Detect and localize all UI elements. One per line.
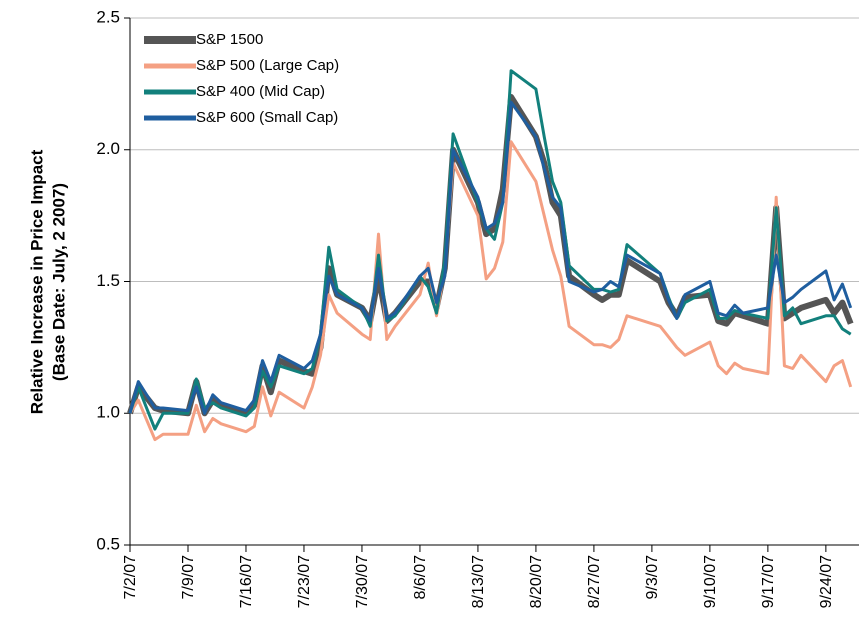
x-tick-label: 7/16/07	[238, 555, 255, 608]
line-series	[128, 100, 853, 415]
legend-label: S&P 500 (Large Cap)	[196, 57, 339, 74]
x-tick-label: 8/6/07	[412, 555, 429, 600]
y-tick-label: 2.0	[96, 139, 120, 158]
x-tick-label: 9/10/07	[702, 555, 719, 608]
x-tick-label: 8/27/07	[586, 555, 603, 608]
x-tick-label: 7/23/07	[296, 555, 313, 608]
x-tick-label: 9/24/07	[818, 555, 835, 608]
x-tick-label: 7/30/07	[354, 555, 371, 608]
y-axis-label: (Base Date: July, 2 2007)	[49, 183, 68, 381]
line-series	[127, 94, 854, 417]
y-tick-label: 1.5	[96, 271, 120, 290]
x-tick-label: 7/9/07	[180, 555, 197, 600]
y-axis-label: Relative Increase in Price Impact	[27, 149, 46, 414]
y-tick-label: 2.5	[96, 7, 120, 26]
legend-label: S&P 600 (Small Cap)	[196, 109, 338, 126]
legend-label: S&P 400 (Mid Cap)	[196, 83, 325, 100]
y-tick-label: 0.5	[96, 534, 120, 553]
x-tick-label: 7/2/07	[122, 555, 139, 600]
legend-label: S&P 1500	[196, 31, 263, 48]
line-series	[128, 140, 853, 442]
x-tick-label: 9/17/07	[760, 555, 777, 608]
line-series	[128, 69, 852, 431]
y-tick-label: 1.0	[96, 403, 120, 422]
x-tick-label: 8/13/07	[470, 555, 487, 608]
x-tick-label: 9/3/07	[644, 555, 661, 600]
x-tick-label: 8/20/07	[528, 555, 545, 608]
